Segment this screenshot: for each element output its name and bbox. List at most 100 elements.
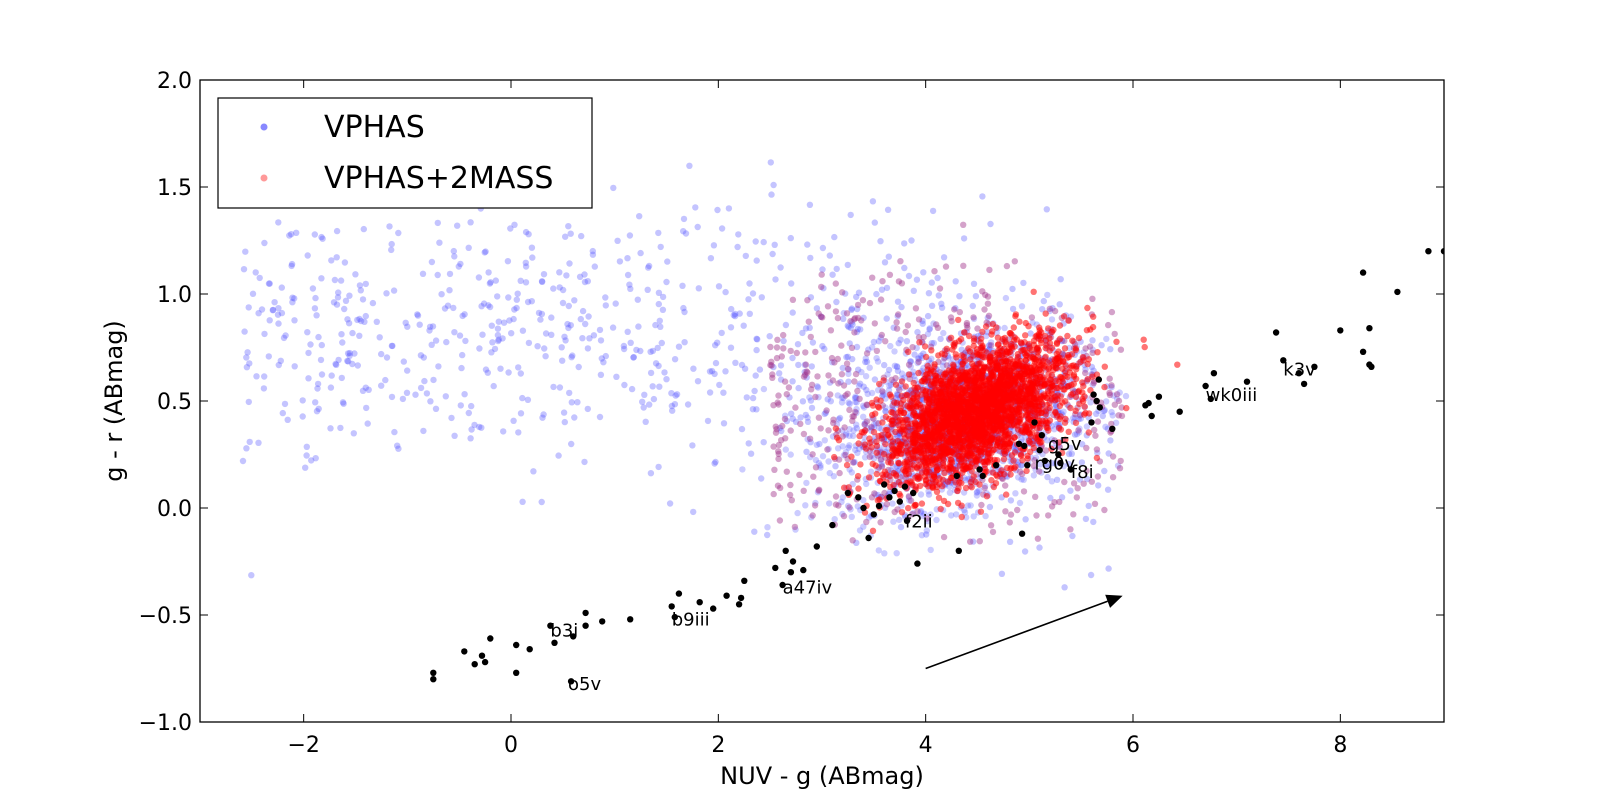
vphas-2mass-point [1109, 453, 1117, 460]
vphas-point [695, 285, 702, 292]
vphas-point [853, 328, 861, 336]
vphas-point [961, 509, 969, 516]
vphas-point [438, 291, 445, 298]
vphas-point [970, 280, 978, 287]
vphas-point [548, 331, 555, 338]
vphas-point [517, 410, 525, 417]
vphas-2mass-point [948, 318, 955, 325]
vphas-2mass-point [994, 457, 1001, 464]
vphas-point [669, 407, 676, 414]
vphas-point [500, 428, 507, 435]
vphas-point [852, 398, 859, 406]
vphas-point [1107, 346, 1114, 353]
vphas-point [540, 271, 548, 278]
vphas-point [459, 351, 466, 359]
vphas-point [1012, 490, 1019, 497]
vphas-point [802, 411, 809, 419]
vphas-point [711, 460, 718, 467]
vphas-point [394, 442, 401, 449]
vphas-2mass-point [882, 338, 889, 345]
vphas-point [1018, 476, 1025, 483]
vphas-point [973, 492, 981, 499]
vphas-point [327, 384, 335, 391]
vphas-point [596, 326, 604, 334]
vphas-2mass-point [1089, 295, 1096, 302]
vphas-point [973, 489, 981, 496]
vphas-2mass-point [952, 479, 959, 486]
vphas-point [758, 475, 765, 482]
vphas-point [1056, 301, 1063, 308]
vphas-point [917, 508, 925, 515]
vphas-2mass-point [1076, 400, 1083, 407]
vphas-2mass-point [1081, 393, 1088, 400]
vphas-point [609, 324, 617, 331]
vphas-point [504, 258, 512, 265]
vphas-point [1070, 415, 1077, 422]
vphas-point [1060, 408, 1067, 415]
vphas-point [795, 361, 802, 369]
vphas-point [626, 232, 634, 239]
vphas-point [243, 364, 251, 371]
vphas-point [476, 345, 483, 352]
vphas-point [736, 310, 743, 317]
vphas-point [808, 363, 815, 370]
vphas-point [1065, 450, 1073, 458]
vphas-2mass-point [1106, 375, 1113, 382]
vphas-point [860, 404, 868, 411]
vphas-point [1049, 305, 1056, 312]
vphas-point [751, 387, 758, 395]
vphas-2mass-point [976, 538, 983, 545]
vphas-point [881, 361, 888, 369]
vphas-point [813, 305, 821, 312]
vphas-2mass-point [851, 316, 858, 323]
vphas-point [584, 345, 592, 352]
vphas-2mass-point [824, 303, 832, 310]
vphas-point [364, 420, 371, 427]
vphas-2mass-point [951, 306, 958, 313]
vphas-point [913, 276, 921, 283]
vphas-2mass-point [993, 471, 1000, 479]
vphas-point [838, 427, 846, 434]
vphas-point [362, 312, 369, 320]
vphas-2mass-point [1059, 399, 1066, 406]
vphas-point [976, 487, 983, 494]
vphas-point [1044, 473, 1051, 481]
vphas-point [539, 414, 546, 421]
vphas-point [1039, 306, 1046, 313]
vphas-2mass-point [1007, 511, 1015, 518]
vphas-point [373, 318, 380, 325]
vphas-point [956, 293, 963, 300]
vphas-2mass-point [815, 487, 822, 494]
vphas-point [740, 322, 747, 329]
vphas-2mass-point [1106, 389, 1113, 397]
vphas-point [1105, 450, 1112, 457]
vphas-point [538, 498, 545, 506]
vphas-2mass-point [1087, 387, 1094, 394]
vphas-2mass-point [958, 513, 965, 521]
vphas-point [680, 304, 687, 312]
vphas-point [967, 502, 974, 509]
vphas-2mass-point [961, 329, 968, 336]
vphas-point [871, 219, 878, 226]
vphas-2mass-point [906, 371, 913, 378]
vphas-point [550, 383, 557, 391]
vphas-2mass-point [829, 377, 837, 384]
vphas-point [812, 456, 820, 464]
vphas-2mass-point [863, 350, 871, 357]
vphas-point [562, 337, 569, 344]
vphas-point [361, 318, 368, 325]
vphas-point [1082, 366, 1089, 373]
vphas-2mass-point [985, 312, 993, 319]
vphas-point [807, 439, 814, 446]
vphas-point [767, 159, 774, 166]
vphas-point [877, 456, 884, 464]
vphas-point [515, 364, 522, 371]
vphas-point [794, 509, 801, 517]
vphas-2mass-point [1010, 457, 1017, 464]
vphas-point [511, 306, 518, 313]
vphas-point [1101, 407, 1108, 414]
vphas-point [870, 338, 878, 346]
vphas-2mass-point [824, 446, 831, 453]
vphas-point [853, 425, 860, 432]
vphas-point [806, 324, 813, 331]
